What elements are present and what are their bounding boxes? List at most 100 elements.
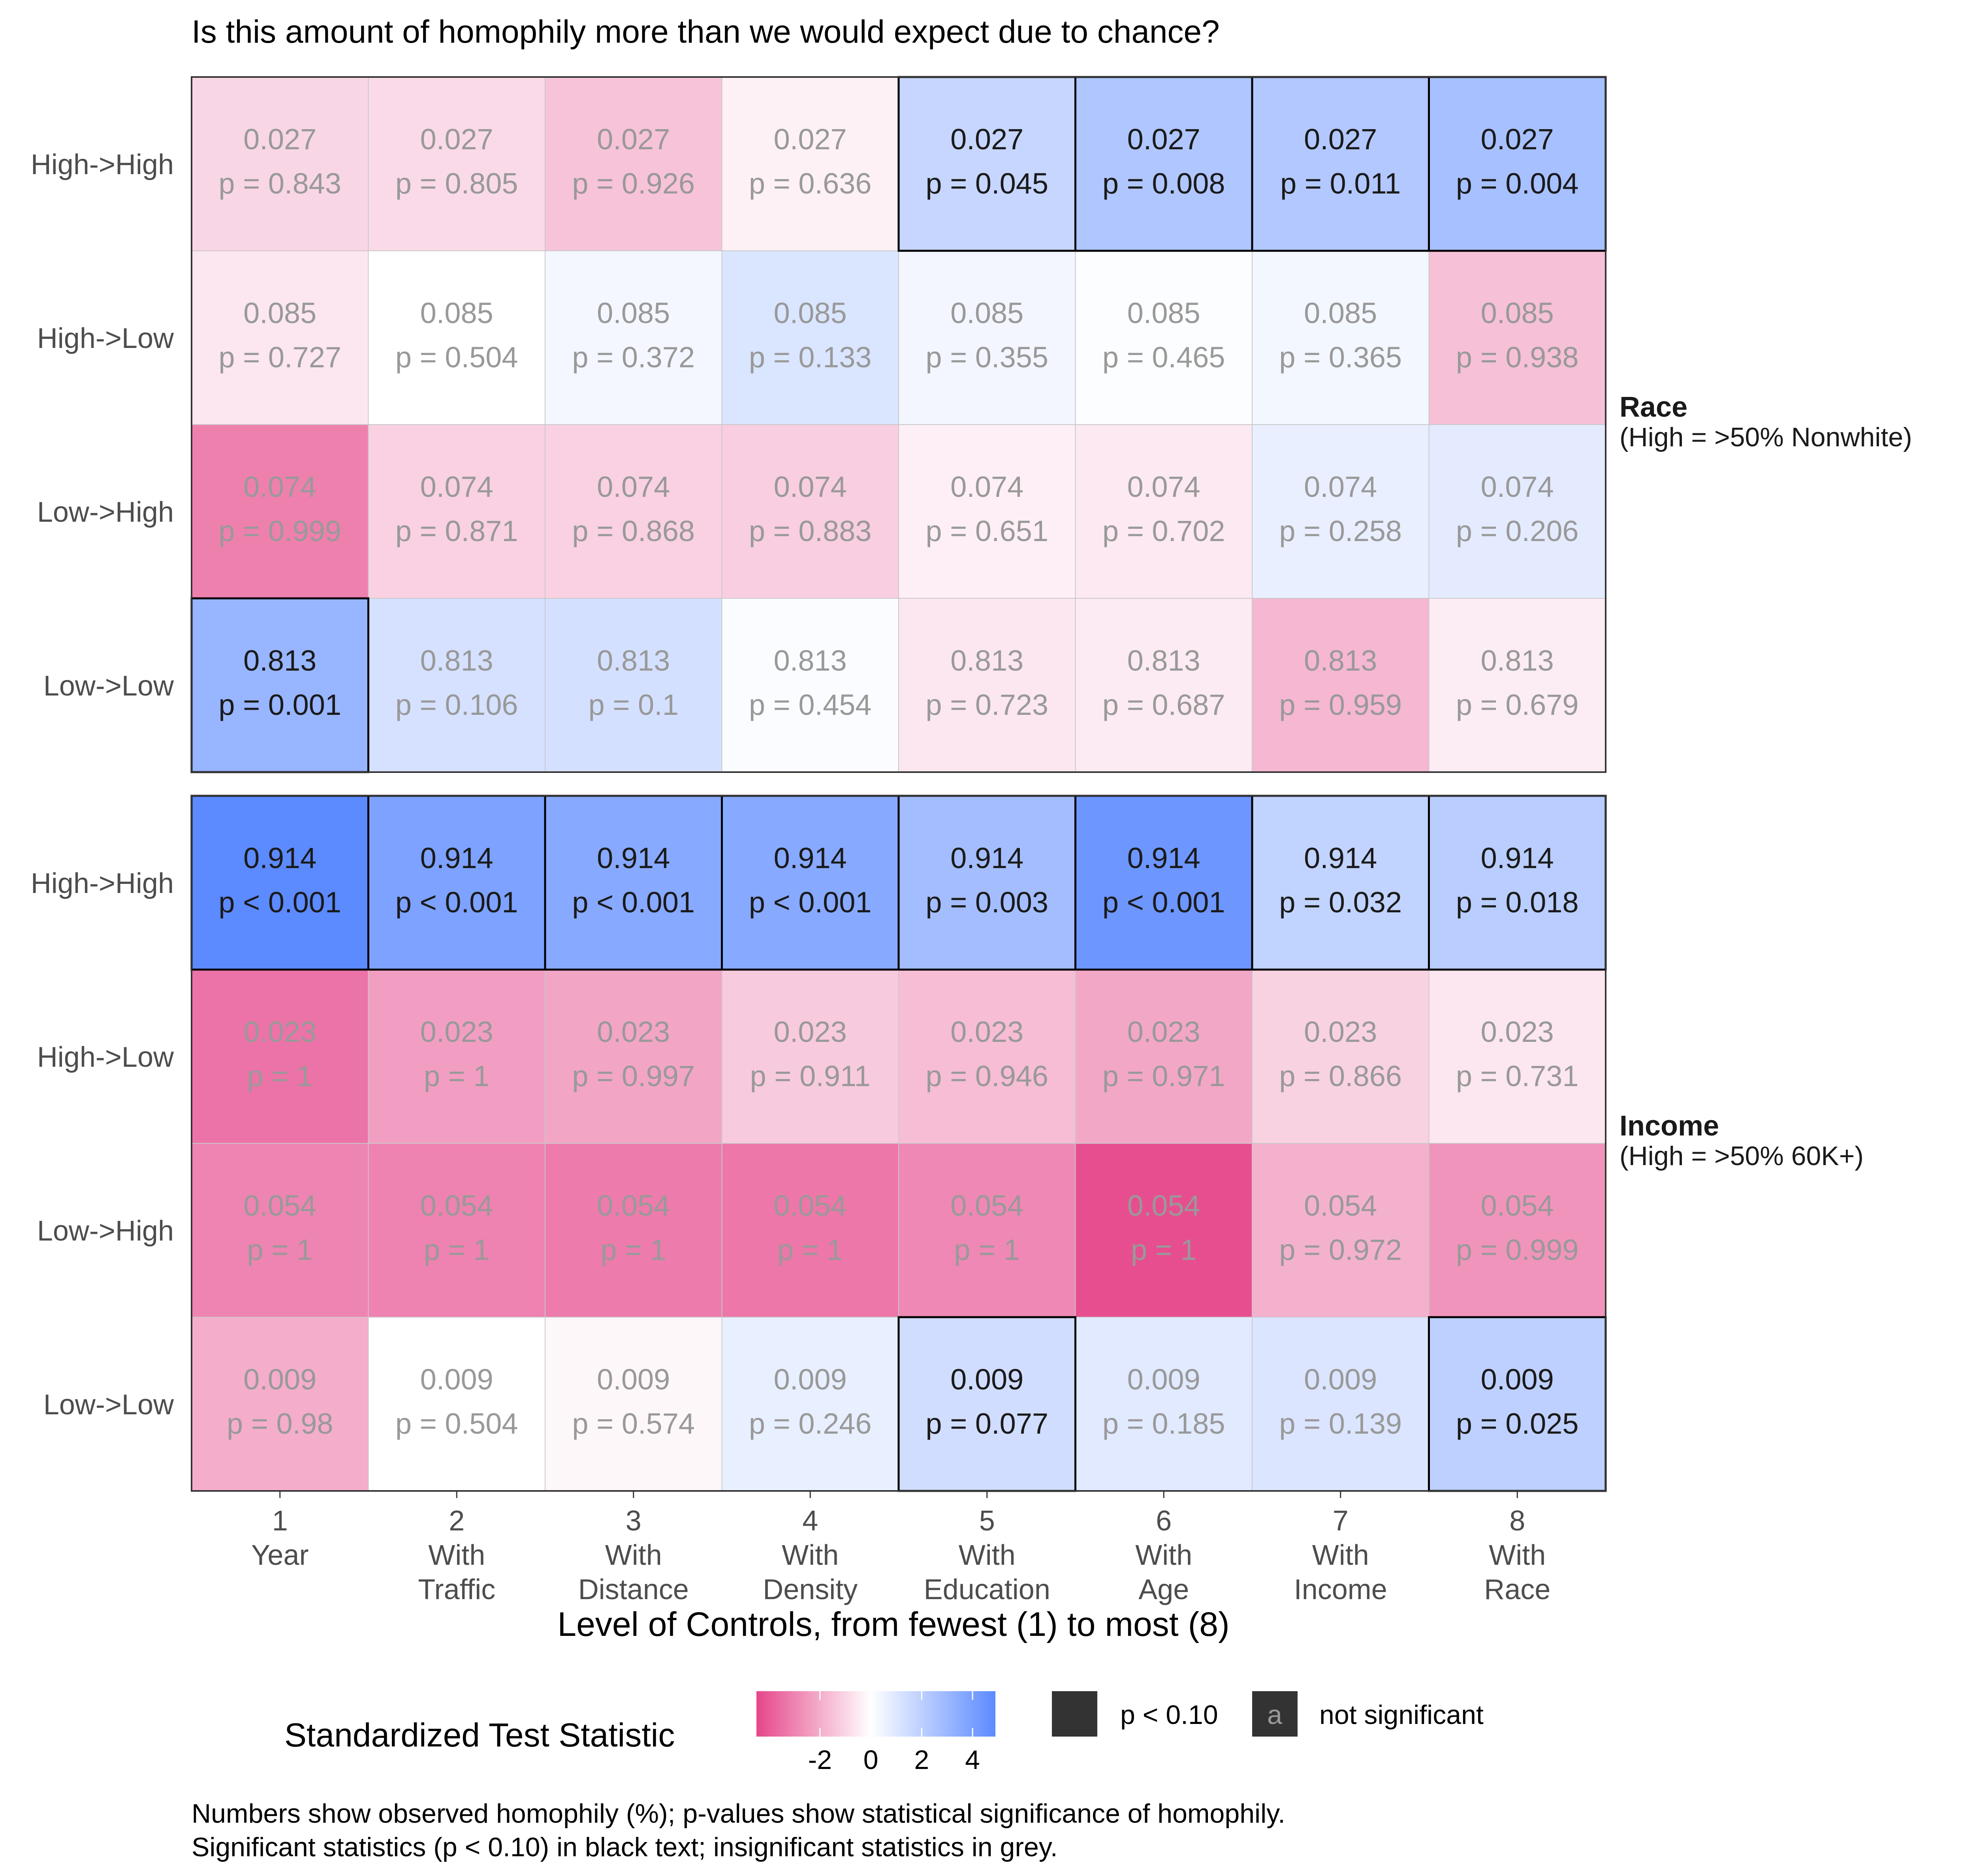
cell-homophily-label: 0.914 (420, 842, 493, 874)
cell-homophily-label: 0.085 (1304, 297, 1377, 329)
cell-p-value-label: p = 0.077 (925, 1407, 1048, 1440)
x-tick-label-line2: Age (1138, 1574, 1189, 1605)
heatmap-cell (1252, 250, 1430, 425)
panel-frame (191, 76, 1606, 773)
heatmap-cell (368, 77, 545, 251)
heatmap-cell (1075, 795, 1253, 970)
cell-p-value-label: p = 0.883 (749, 515, 872, 547)
cell-homophily-label: 0.085 (774, 297, 847, 329)
heatmap-cell (1428, 1317, 1606, 1491)
cell-homophily-label: 0.074 (420, 470, 493, 503)
heatmap-cell (191, 250, 369, 425)
cell-homophily-label: 0.023 (1127, 1015, 1200, 1048)
row-label: Low->Low (43, 670, 174, 702)
cell-homophily-label: 0.074 (1127, 470, 1200, 503)
cell-p-value-label: p = 0.504 (395, 341, 518, 374)
panel-race: 0.027 p = 0.843 0.027 p = 0.805 0.027 p = 0.9… (31, 76, 1912, 773)
cell-homophily-label: 0.009 (243, 1363, 316, 1396)
cell-p-value-label: p = 0.011 (1280, 167, 1401, 200)
heatmap-cell (721, 424, 899, 599)
heatmap-cell (1252, 424, 1430, 599)
cell-homophily-label: 0.914 (1481, 842, 1554, 874)
cell-homophily-label: 0.813 (597, 644, 670, 677)
cell-p-value-label: p = 0.001 (218, 688, 341, 721)
cell-p-value-label: p = 0.98 (227, 1407, 333, 1440)
heatmap-panels: 0.027 p = 0.843 0.027 p = 0.805 0.027 p = 0.9… (31, 76, 1912, 1492)
x-tick-label-line2: Income (1294, 1574, 1387, 1605)
heatmap-cell (191, 1317, 369, 1491)
cell-p-value-label: p = 0.651 (925, 515, 1048, 547)
heatmap-cell (1428, 77, 1606, 251)
cell-p-value-label: p = 0.926 (572, 167, 695, 200)
cell-p-value-label: p = 0.139 (1279, 1407, 1402, 1440)
cell-homophily-label: 0.813 (1127, 644, 1200, 677)
cell-p-value-label: p = 0.946 (925, 1060, 1048, 1092)
heatmap-cell (1075, 1143, 1253, 1318)
cell-p-value-label: p = 0.045 (925, 167, 1048, 200)
row-label: High->High (31, 149, 174, 180)
cell-homophily-label: 0.009 (950, 1363, 1023, 1396)
row-label: Low->High (37, 496, 174, 528)
cell-p-value-label: p = 1 (777, 1233, 843, 1266)
cell-p-value-label: p = 0.971 (1102, 1060, 1225, 1092)
x-tick-label-line1: With (428, 1540, 485, 1571)
cell-p-value-label: p = 0.866 (1279, 1060, 1402, 1092)
x-tick-label-line1: With (1135, 1540, 1192, 1571)
cell-homophily-label: 0.009 (1304, 1363, 1377, 1396)
cell-homophily-label: 0.085 (243, 297, 316, 329)
heatmap-cell (368, 250, 545, 425)
cell-p-value-label: p = 0.018 (1456, 886, 1579, 919)
heatmap-cell (545, 77, 722, 251)
cell-homophily-label: 0.009 (774, 1363, 847, 1396)
cell-homophily-label: 0.914 (774, 842, 847, 874)
x-tick-number: 3 (626, 1505, 641, 1537)
cell-homophily-label: 0.074 (950, 470, 1023, 503)
heatmap-cell (191, 1143, 369, 1318)
cell-p-value-label: p = 0.025 (1456, 1407, 1579, 1440)
facet-title: Race (1620, 391, 1687, 423)
cell-p-value-label: p = 1 (424, 1233, 490, 1266)
cell-homophily-label: 0.027 (1304, 123, 1377, 156)
panel-income: 0.914 p < 0.001 0.914 p < 0.001 0.914 p < 0.0… (31, 795, 1864, 1492)
cell-p-value-label: p = 0.1 (589, 688, 679, 721)
cell-p-value-label: p = 0.702 (1102, 515, 1225, 547)
cell-p-value-label: p = 0.185 (1102, 1407, 1225, 1440)
row-label: Low->Low (43, 1389, 174, 1421)
cell-homophily-label: 0.009 (1481, 1363, 1554, 1396)
heatmap-cell (191, 424, 369, 599)
cell-p-value-label: p = 1 (247, 1060, 313, 1092)
heatmap-cell (1428, 969, 1606, 1144)
cell-p-value-label: p = 0.999 (218, 515, 341, 547)
heatmap-cell (545, 250, 722, 425)
cell-p-value-label: p = 0.871 (395, 515, 518, 547)
heatmap-cell (545, 424, 722, 599)
cell-p-value-label: p = 0.938 (1456, 341, 1579, 374)
heatmap-cell (191, 969, 369, 1144)
heatmap-cell (1075, 250, 1253, 425)
x-tick-number: 2 (449, 1505, 465, 1537)
cell-homophily-label: 0.813 (1304, 644, 1377, 677)
cell-homophily-label: 0.023 (1304, 1015, 1377, 1048)
cell-p-value-label: p = 0.246 (749, 1407, 872, 1440)
cell-p-value-label: p = 0.372 (572, 341, 695, 374)
cell-p-value-label: p = 0.911 (750, 1060, 871, 1092)
heatmap-cell (721, 1317, 899, 1491)
cell-p-value-label: p = 0.365 (1279, 341, 1402, 374)
x-tick-number: 8 (1509, 1505, 1525, 1537)
cell-homophily-label: 0.023 (597, 1015, 670, 1048)
heatmap-cell (1075, 1317, 1253, 1491)
cell-p-value-label: p = 0.004 (1456, 167, 1579, 200)
cell-p-value-label: p = 1 (247, 1233, 313, 1266)
heatmap-cell (545, 1143, 722, 1318)
heatmap-cell (898, 250, 1076, 425)
cell-homophily-label: 0.054 (597, 1189, 670, 1222)
heatmap-cell (1252, 795, 1430, 970)
legend-tick-label: 4 (965, 1745, 980, 1775)
cell-homophily-label: 0.027 (1481, 123, 1554, 156)
cell-homophily-label: 0.054 (950, 1189, 1023, 1222)
legend-ticks: -2 0 2 4 (808, 1691, 980, 1775)
cell-p-value-label: p = 0.258 (1279, 515, 1402, 547)
heatmap-cell (1075, 424, 1253, 599)
cell-p-value-label: p = 0.843 (218, 167, 341, 200)
